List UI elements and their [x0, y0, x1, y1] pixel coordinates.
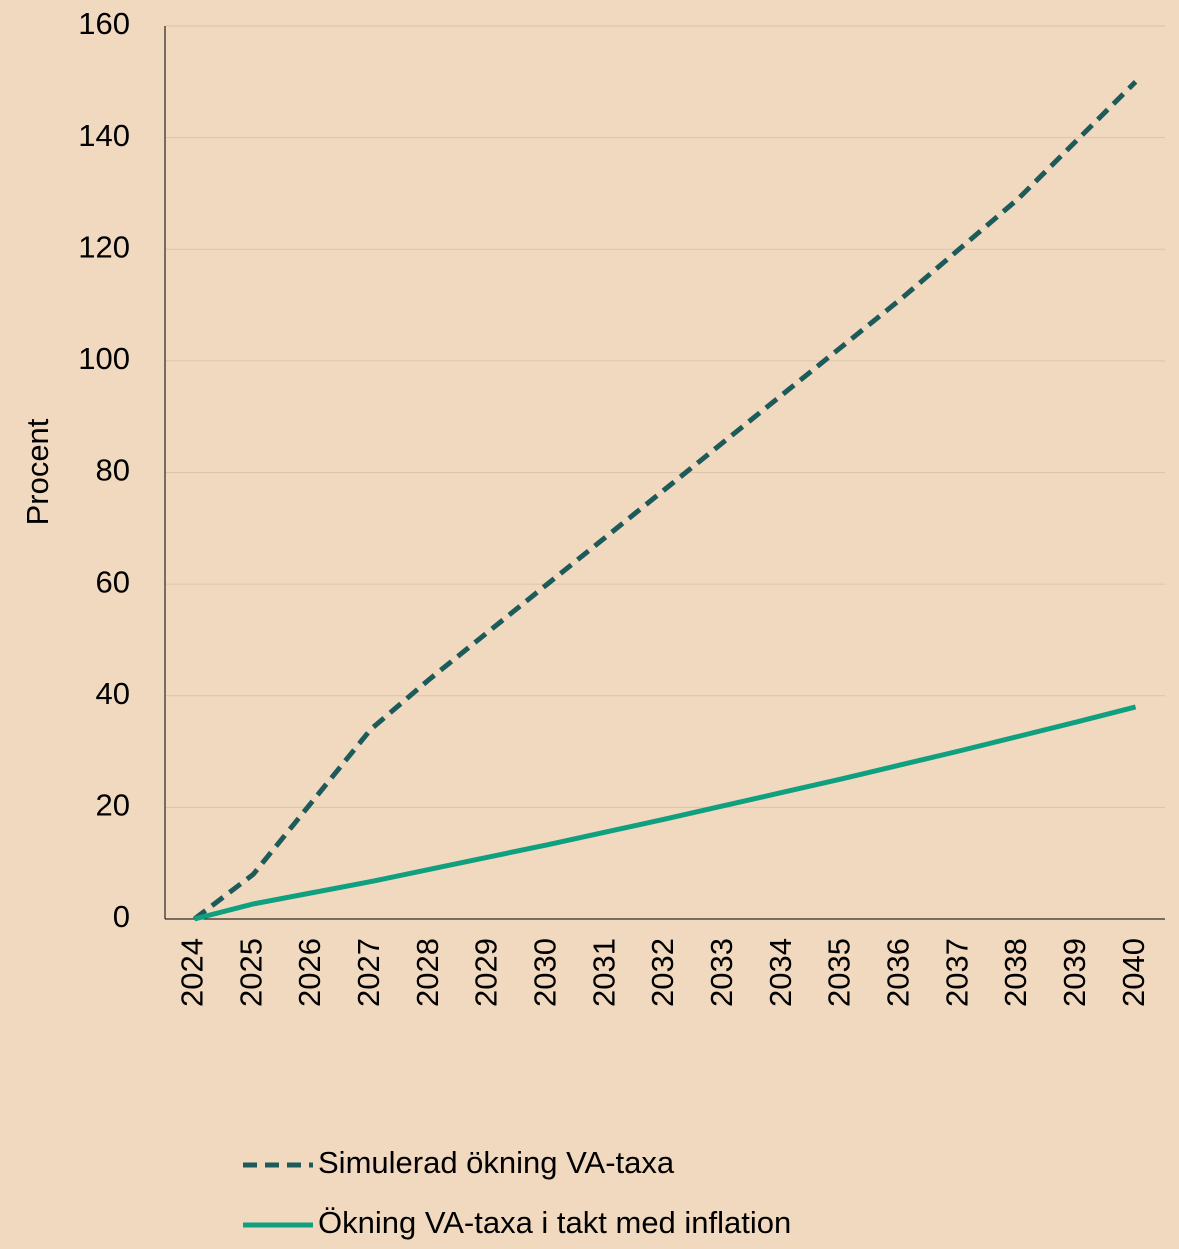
y-tick-label: 120: [78, 229, 130, 264]
y-tick-label: 140: [78, 118, 130, 153]
x-tick-label: 2034: [763, 938, 798, 1007]
x-tick-label: 2025: [233, 938, 268, 1007]
x-tick-label: 2027: [351, 938, 386, 1007]
x-tick-label: 2036: [880, 938, 915, 1007]
y-tick-label: 60: [96, 564, 130, 599]
x-tick-label: 2038: [998, 938, 1033, 1007]
y-tick-label: 80: [96, 453, 130, 488]
series-line: [192, 80, 1138, 921]
x-tick-label: 2040: [1116, 938, 1151, 1007]
x-tick-label: 2037: [939, 938, 974, 1007]
series-line: [193, 704, 1137, 922]
legend-label: Ökning VA-taxa i takt med inflation: [318, 1205, 791, 1240]
x-tick-label: 2029: [469, 938, 504, 1007]
x-tick-label: 2024: [175, 938, 210, 1007]
y-axis-label: Procent: [20, 418, 55, 525]
y-tick-label: 100: [78, 341, 130, 376]
y-tick-label: 160: [78, 6, 130, 41]
x-tick-label: 2033: [704, 938, 739, 1007]
x-tick-label: 2039: [1057, 938, 1092, 1007]
x-tick-label: 2035: [822, 938, 857, 1007]
legend-label: Simulerad ökning VA-taxa: [318, 1145, 675, 1180]
y-tick-label: 0: [113, 899, 130, 934]
x-tick-label: 2032: [645, 938, 680, 1007]
x-tick-label: 2030: [528, 938, 563, 1007]
x-tick-label: 2031: [586, 938, 621, 1007]
y-tick-label: 20: [96, 788, 130, 823]
y-tick-label: 40: [96, 676, 130, 711]
x-tick-label: 2028: [410, 938, 445, 1007]
x-tick-label: 2026: [292, 938, 327, 1007]
